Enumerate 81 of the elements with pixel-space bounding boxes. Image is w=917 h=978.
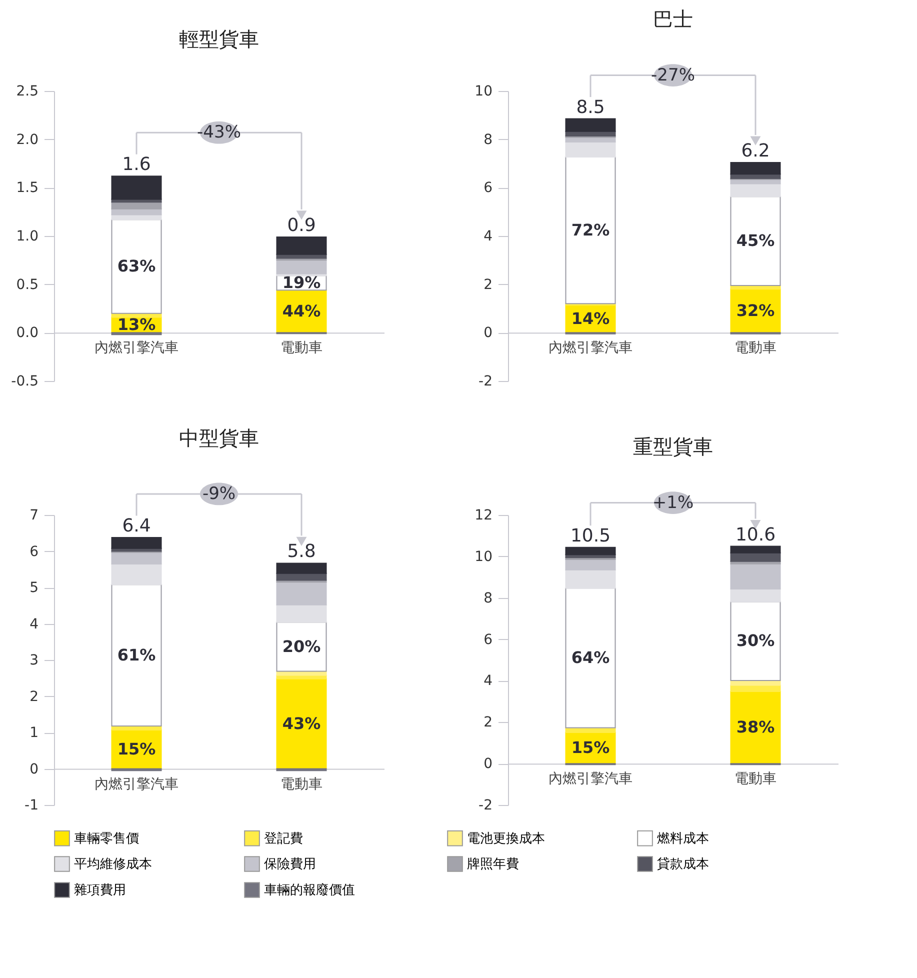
y-tick-label: 0.5	[16, 276, 38, 293]
legend-label: 貸款成本	[657, 857, 709, 872]
annotation: -43%	[197, 122, 241, 143]
y-tick-label: 2	[484, 276, 492, 293]
y-tick-label: -0.5	[11, 374, 38, 390]
x-tick-label: 電動車	[280, 776, 322, 792]
annotation: 32%	[736, 300, 775, 320]
y-tick-label: 8	[484, 132, 492, 148]
x-tick-label: 內燃引擎汽車	[94, 776, 178, 792]
annotation: 14%	[571, 308, 610, 328]
annotation: 10.5	[570, 525, 611, 546]
y-tick-label: 6	[484, 632, 493, 648]
y-tick-label: 6	[30, 544, 39, 560]
x-tick-label: 電動車	[734, 771, 776, 788]
annotation: 20%	[282, 636, 321, 656]
annotation: 72%	[571, 220, 610, 240]
legend-label: 登記費	[264, 831, 303, 846]
legend-label: 雜項費用	[74, 883, 126, 898]
y-tick-label: 3	[30, 652, 38, 668]
text: +1%	[652, 492, 694, 513]
y-tick-label: 1.0	[16, 228, 38, 244]
y-tick-label: 0	[484, 325, 492, 342]
annotation: 30%	[736, 631, 775, 650]
legend-label: 車輛的報廢價值	[264, 882, 355, 898]
chart-title: 重型貨車	[633, 434, 713, 459]
x-tick-label: 電動車	[734, 340, 776, 356]
annotation: 15%	[571, 738, 610, 758]
chart-title: 中型貨車	[179, 426, 259, 450]
y-tick-label: 12	[474, 508, 492, 524]
annotation: 8.5	[576, 96, 605, 118]
annotation: 5.8	[287, 541, 316, 562]
y-tick-label: 4	[484, 673, 493, 690]
chart-title: 輕型貨車	[179, 27, 259, 51]
text: -27%	[651, 65, 695, 86]
annotation: 45%	[736, 231, 775, 250]
annotation: 6.2	[741, 140, 770, 162]
annotation: 15%	[117, 739, 156, 758]
y-tick-label: 2.0	[16, 132, 38, 148]
y-tick-label: 0	[30, 761, 38, 778]
annotation: 19%	[282, 272, 321, 292]
y-tick-label: -2	[478, 798, 492, 814]
text: -9%	[202, 484, 236, 504]
legend-label: 保險費用	[264, 857, 316, 872]
legend-label: 牌照年費	[467, 857, 519, 872]
annotation: 64%	[571, 648, 610, 667]
annotation: 38%	[736, 718, 775, 737]
y-tick-label: 10	[474, 84, 492, 100]
legend-label: 車輛零售價	[74, 831, 139, 846]
chart-title: 巴士	[653, 7, 693, 32]
y-tick-label: 8	[484, 590, 492, 606]
y-tick-label: 2.5	[16, 84, 38, 100]
y-tick-label: 6	[484, 180, 493, 196]
legend-label: 平均維修成本	[74, 857, 152, 872]
y-tick-label: 10	[474, 548, 492, 565]
x-tick-label: 內燃引擎汽車	[548, 771, 632, 788]
legend-label: 燃料成本	[657, 831, 709, 846]
annotation: 44%	[282, 301, 321, 320]
annotation: 6.4	[122, 515, 151, 536]
y-tick-label: 4	[484, 228, 493, 244]
y-tick-label: -1	[24, 798, 38, 814]
x-tick-label: 內燃引擎汽車	[548, 340, 632, 356]
annotation: 10.6	[735, 524, 776, 546]
y-tick-label: 1	[30, 725, 38, 741]
x-tick-label: 電動車	[280, 340, 322, 356]
y-tick-label: 2	[484, 714, 492, 731]
annotation: 13%	[117, 314, 156, 334]
x-tick-label: 內燃引擎汽車	[94, 340, 178, 356]
y-tick-label: 2	[30, 688, 38, 705]
y-tick-label: 0	[484, 756, 492, 772]
annotation: 61%	[117, 645, 156, 664]
annotation: 63%	[117, 256, 156, 276]
y-tick-label: 5	[30, 580, 38, 596]
y-tick-label: -2	[478, 374, 492, 390]
annotation: 0.9	[287, 214, 316, 236]
legend-label: 電池更換成本	[467, 831, 545, 846]
annotation: 43%	[282, 714, 321, 733]
y-tick-label: 7	[30, 508, 38, 524]
y-tick-label: 0.0	[16, 325, 38, 342]
annotation: 1.6	[122, 154, 151, 176]
y-tick-label: 4	[30, 616, 39, 632]
y-tick-label: 1.5	[16, 180, 38, 196]
